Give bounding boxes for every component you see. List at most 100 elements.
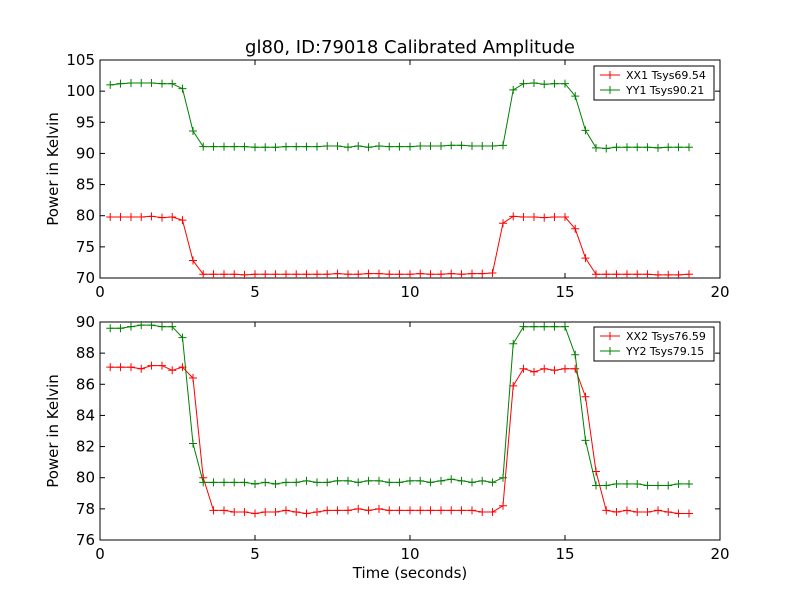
data-point	[457, 141, 466, 150]
x-tick-label: 0	[95, 283, 105, 301]
data-point	[488, 269, 497, 278]
data-point	[230, 270, 239, 279]
data-point	[654, 481, 662, 490]
data-point	[550, 366, 559, 375]
data-point	[209, 142, 218, 151]
data-point	[633, 143, 642, 152]
data-point	[323, 478, 332, 487]
data-point	[447, 141, 456, 150]
data-point	[189, 439, 197, 448]
data-point	[488, 478, 497, 487]
y-tick-label: 80	[76, 207, 95, 225]
y-tick-label: 85	[76, 176, 95, 194]
data-point	[685, 479, 693, 488]
data-point	[530, 212, 538, 221]
data-point	[499, 473, 507, 482]
data-point	[240, 270, 249, 279]
series-1	[106, 321, 693, 490]
data-point	[664, 143, 673, 152]
data-point	[674, 270, 683, 279]
data-point	[437, 270, 445, 279]
data-point	[240, 478, 249, 487]
data-point	[633, 270, 642, 279]
data-point	[147, 79, 156, 88]
data-point	[457, 476, 466, 485]
data-point	[592, 270, 600, 279]
data-point	[654, 506, 662, 515]
data-point	[447, 269, 456, 278]
data-point	[437, 476, 445, 485]
data-point	[189, 374, 197, 383]
data-point	[447, 506, 456, 515]
x-tick-label: 20	[710, 283, 729, 301]
series-0	[106, 361, 693, 518]
data-point	[426, 141, 435, 150]
data-point	[499, 141, 507, 150]
y-tick-label: 86	[76, 375, 95, 393]
data-point	[220, 506, 228, 515]
data-point	[664, 270, 673, 279]
data-point	[395, 506, 404, 515]
data-point	[261, 270, 270, 279]
data-point	[168, 79, 177, 88]
data-point	[313, 507, 321, 516]
data-point	[199, 478, 208, 487]
data-point	[674, 479, 683, 488]
data-point	[168, 322, 177, 331]
data-point	[354, 504, 363, 513]
data-point	[468, 269, 476, 278]
data-point	[509, 85, 518, 94]
data-point	[540, 322, 549, 331]
data-point	[416, 476, 425, 485]
x-tick-label: 5	[250, 545, 260, 563]
data-point	[137, 79, 146, 88]
data-point	[612, 143, 621, 152]
x-tick-label: 10	[400, 545, 419, 563]
data-point	[540, 213, 549, 222]
data-point	[199, 142, 208, 151]
data-point	[633, 479, 642, 488]
data-point	[550, 212, 559, 221]
data-point	[602, 481, 611, 490]
data-point	[220, 478, 228, 487]
data-point	[519, 79, 528, 88]
data-point	[271, 270, 280, 279]
legend: XX1 Tsys69.54 YY1 Tsys90.21	[593, 65, 715, 101]
data-point	[385, 142, 394, 151]
legend-marker	[606, 332, 614, 340]
y-tick-label: 80	[76, 469, 95, 487]
data-point	[447, 475, 456, 484]
data-point	[354, 141, 363, 150]
data-point	[375, 141, 383, 150]
data-point	[323, 270, 332, 279]
data-point	[364, 476, 373, 485]
data-point	[333, 506, 342, 515]
x-tick-label: 15	[555, 283, 574, 301]
data-point	[561, 212, 569, 221]
data-point	[602, 506, 611, 515]
y-tick-label: 88	[76, 344, 95, 362]
y-tick-label: 76	[76, 531, 95, 549]
top-panel: 0 5 10 15 20 70 75 80 85 90 95 100 105 Power in Kelvi…	[44, 51, 730, 301]
data-point	[230, 478, 239, 487]
data-point	[178, 333, 187, 342]
data-point	[623, 506, 631, 515]
data-point	[478, 141, 487, 150]
data-point	[509, 381, 518, 390]
legend: XX2 Tsys76.59 YY2 Tsys79.15	[593, 326, 715, 362]
data-point	[116, 324, 125, 333]
data-point	[137, 212, 146, 221]
data-point	[561, 322, 569, 331]
data-point	[612, 479, 621, 488]
data-point	[571, 92, 580, 101]
data-point	[406, 476, 414, 485]
legend-box	[593, 326, 715, 362]
y-tick-label: 75	[76, 238, 95, 256]
data-point	[209, 270, 218, 279]
data-point	[189, 127, 197, 136]
data-point	[178, 84, 187, 93]
data-point	[313, 142, 321, 151]
data-point	[106, 324, 115, 333]
data-point	[499, 219, 507, 228]
